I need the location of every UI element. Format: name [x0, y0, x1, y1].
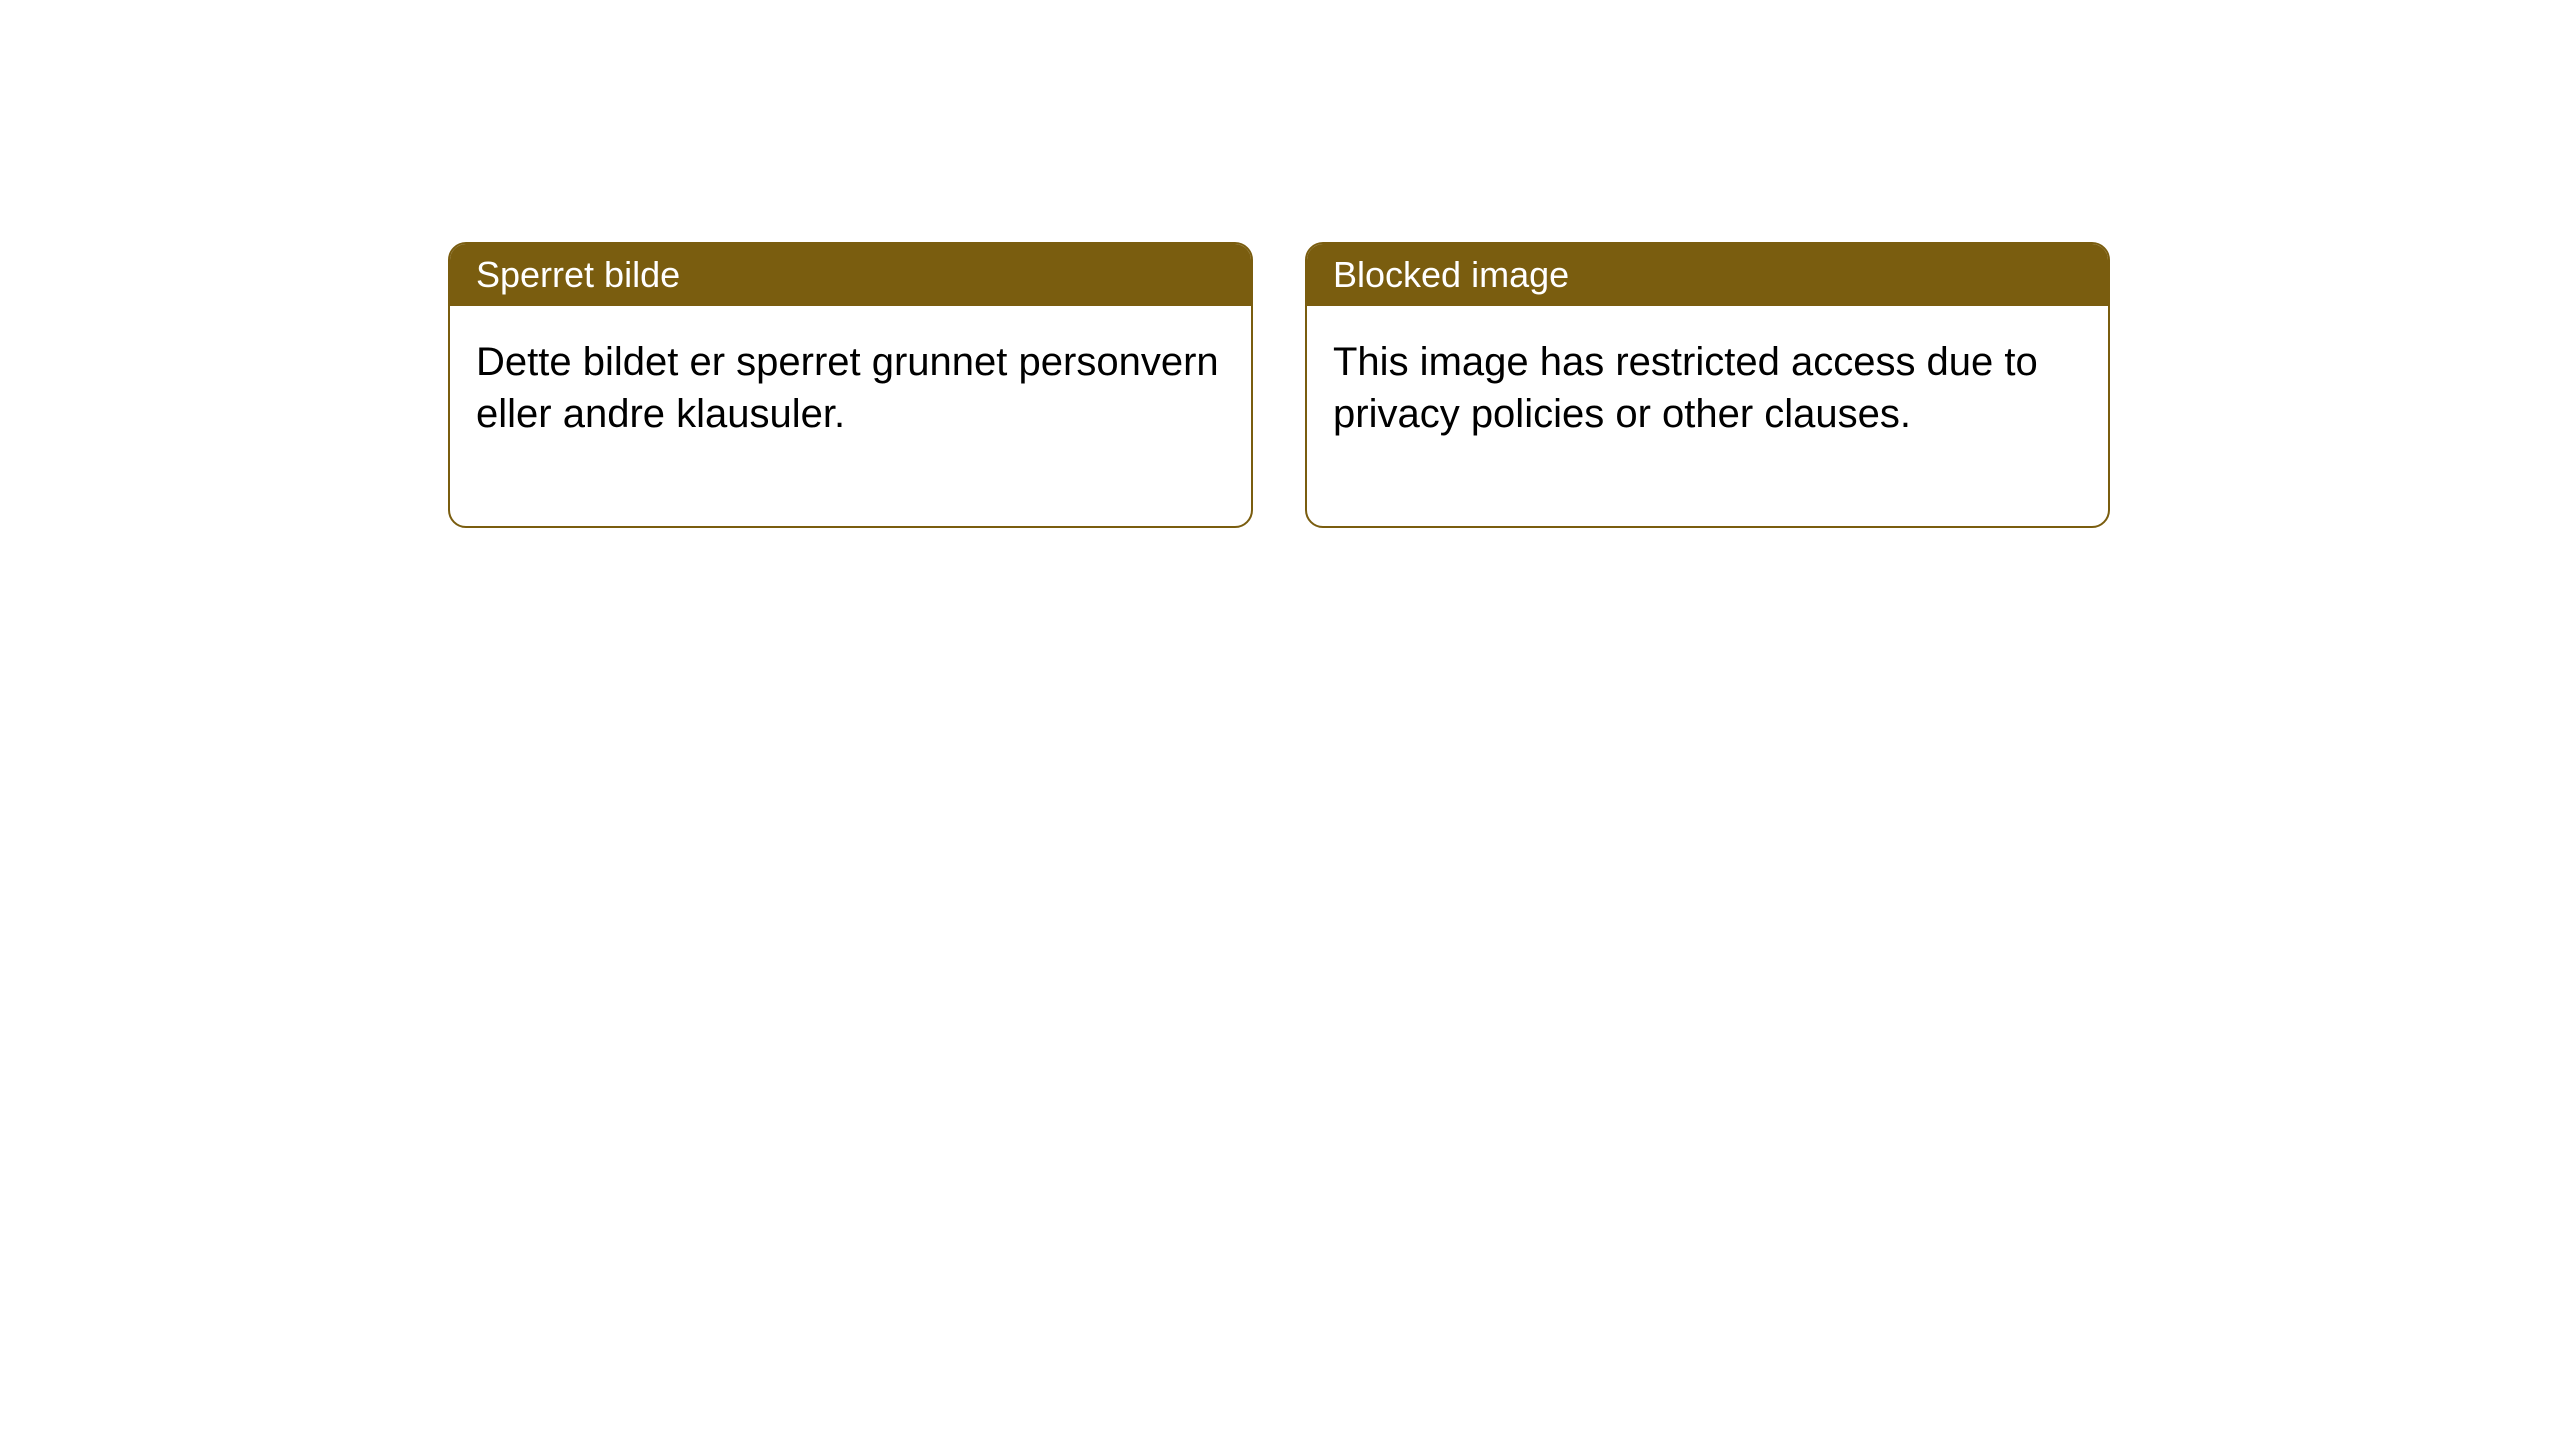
notice-container: Sperret bilde Dette bildet er sperret gr…: [448, 242, 2110, 528]
notice-header: Blocked image: [1307, 244, 2108, 306]
notice-body: This image has restricted access due to …: [1307, 306, 2108, 526]
notice-body-text: This image has restricted access due to …: [1333, 340, 2038, 436]
notice-title: Sperret bilde: [476, 254, 680, 295]
notice-card-english: Blocked image This image has restricted …: [1305, 242, 2110, 528]
notice-card-norwegian: Sperret bilde Dette bildet er sperret gr…: [448, 242, 1253, 528]
notice-header: Sperret bilde: [450, 244, 1251, 306]
notice-body-text: Dette bildet er sperret grunnet personve…: [476, 340, 1219, 436]
notice-body: Dette bildet er sperret grunnet personve…: [450, 306, 1251, 526]
notice-title: Blocked image: [1333, 254, 1569, 295]
